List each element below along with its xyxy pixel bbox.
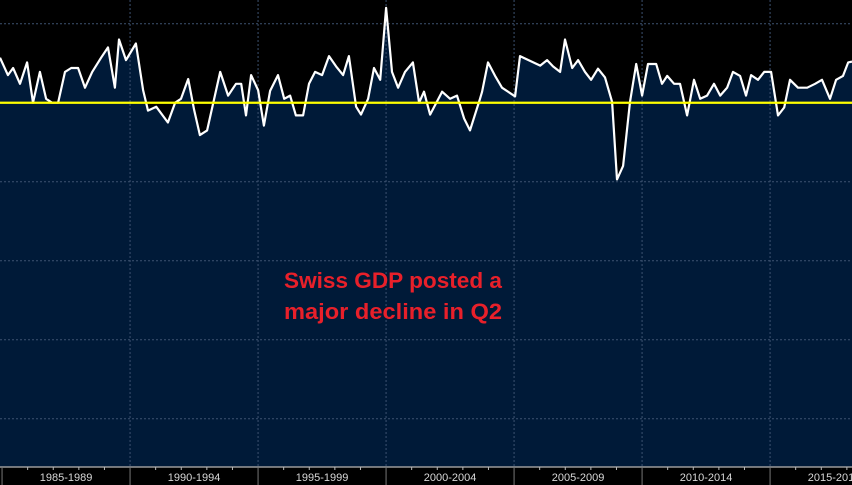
x-tick-label: 1995-1999 <box>296 472 349 484</box>
series-line <box>0 6 852 181</box>
x-tick-label: 1990-1994 <box>168 472 221 484</box>
x-tick-label: 2010-2014 <box>680 472 733 484</box>
x-tick-label: 1985-1989 <box>40 472 93 484</box>
gridlines <box>0 0 852 467</box>
x-tick-label: 2015-2019 <box>808 472 852 484</box>
series-area <box>0 7 852 468</box>
annotation-line-2: major decline in Q2 <box>284 299 502 324</box>
annotation-line-1: Swiss GDP posted a <box>284 268 503 293</box>
x-tick-label: 2005-2009 <box>552 472 605 484</box>
x-axis-band <box>0 467 852 485</box>
x-tick-label: 2000-2004 <box>424 472 477 484</box>
x-axis: 1985-1989 1990-1994 1995-1999 2000-2004 2005… <box>0 466 852 485</box>
